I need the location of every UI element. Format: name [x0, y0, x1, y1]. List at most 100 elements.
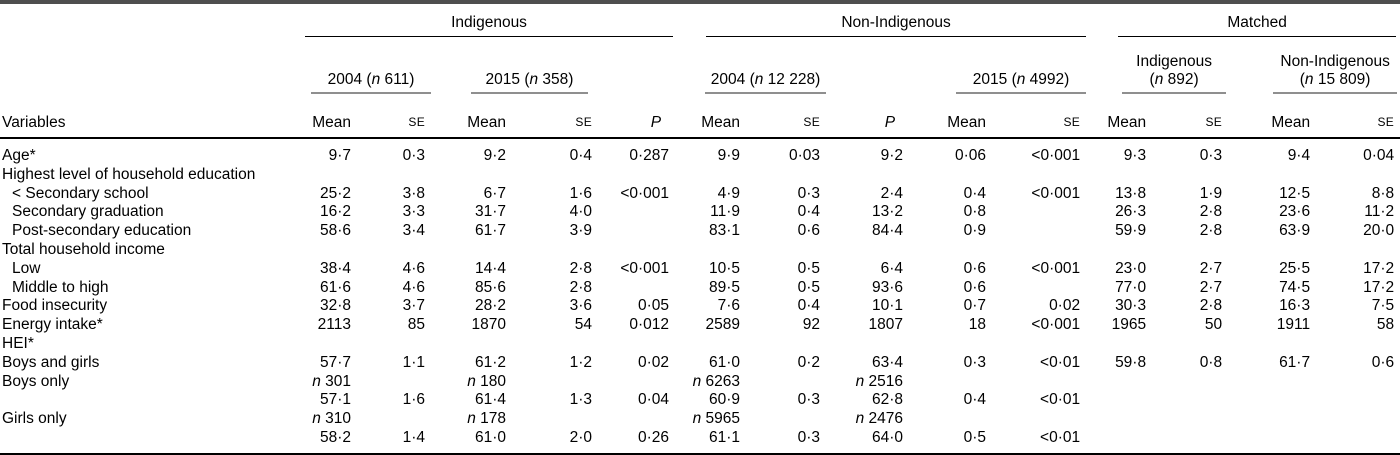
statistics-table: Indigenous Non-Indigenous Matched 2004 (…: [0, 4, 1400, 455]
cell: [1228, 335, 1316, 354]
cell: 8·8: [1371, 184, 1395, 202]
column-header-se: SE: [575, 115, 592, 129]
cell: [1086, 241, 1152, 260]
table-row: Total household income: [0, 241, 1400, 260]
cell: 60·9: [709, 391, 741, 409]
column-header-mean: Mean: [947, 114, 987, 131]
cell: <0·01: [1040, 391, 1081, 409]
row-label: < Secondary school: [12, 184, 149, 202]
cell: [431, 241, 512, 260]
cell: 1·2: [569, 353, 592, 371]
cell: 11·9: [710, 203, 741, 221]
cell: 2·7: [1199, 278, 1223, 296]
table-row: Low 38·4 4·6 14·4 2·8 <0·001 10·5 0·5 6·4 0·6 <0·0…: [0, 260, 1400, 279]
cell: [992, 241, 1086, 260]
cell: [746, 241, 826, 260]
cell: [746, 373, 826, 392]
subheader-matched-non-indigenous-line2: (n 15 809): [1299, 70, 1371, 88]
cell: [1086, 166, 1152, 185]
cell: [1316, 410, 1400, 429]
cell: [512, 373, 598, 392]
cell: 61·6: [319, 278, 351, 296]
cell: 0·3: [797, 184, 821, 202]
cell: [357, 335, 431, 354]
cell: 9·2: [880, 147, 904, 164]
cell: 12·5: [1279, 184, 1311, 202]
table-row: Girls only n 310 n 178 n 5965 n 2476: [0, 410, 1400, 429]
cell: 1·3: [569, 391, 592, 409]
table-row: Food insecurity 32·8 3·7 28·2 3·6 0·05 7·6 0·4 1…: [0, 297, 1400, 316]
cell: 14·4: [474, 259, 506, 277]
cell: [826, 241, 909, 260]
cell: [357, 373, 431, 392]
group-header-row: Indigenous Non-Indigenous Matched: [0, 4, 1400, 37]
cell: 58·6: [319, 222, 351, 240]
cell: 16·2: [319, 203, 351, 221]
cell: n 180: [467, 372, 506, 390]
cell: [598, 241, 675, 260]
subheader-matched-indigenous-line2: (n 892): [1149, 70, 1199, 88]
cell: 9·7: [328, 147, 351, 164]
cell: 0·287: [629, 147, 670, 164]
cell: <0·001: [1031, 259, 1081, 277]
cell: 10·1: [872, 297, 904, 315]
row-label: Low: [12, 259, 41, 277]
column-header-mean: Mean: [1271, 114, 1311, 131]
row-label: Girls only: [2, 410, 67, 428]
row-label: Secondary graduation: [12, 203, 164, 221]
cell: 1870: [471, 316, 506, 334]
cell: 6·4: [880, 259, 904, 277]
cell: [512, 166, 598, 185]
row-label: [0, 429, 295, 454]
cell: 17·2: [1363, 278, 1395, 296]
cell: [1152, 410, 1228, 429]
cell: 2·8: [569, 259, 592, 277]
cell: 0·3: [797, 428, 821, 446]
cell: 0·8: [963, 203, 987, 221]
cell: [512, 410, 598, 429]
cell: 0·04: [638, 391, 670, 409]
subgroup-header-row: 2004 (n 611) 2015 (n 358) 2004 (n 12 228…: [0, 37, 1400, 94]
cell: n 178: [467, 410, 506, 428]
cell: 61·1: [709, 428, 741, 446]
cell: [1152, 429, 1228, 454]
cell: 0·02: [1049, 297, 1081, 315]
cell: [1152, 166, 1228, 185]
group-header-matched: Matched: [1086, 4, 1400, 37]
row-label: Boys and girls: [2, 353, 100, 371]
row-label: Post-secondary education: [12, 222, 192, 240]
cell: [295, 166, 357, 185]
cell: 59·9: [1115, 222, 1147, 240]
cell: [295, 241, 357, 260]
group-header-non-indigenous: Non-Indigenous: [675, 4, 1087, 37]
cell: [746, 166, 826, 185]
cell: 0·4: [797, 297, 821, 315]
cell: 17·2: [1363, 259, 1395, 277]
subheader-matched-non-indigenous: Non-Indigenous (n 15 809): [1228, 37, 1400, 94]
subheader-non-indigenous-2004: 2004 (n 12 228): [675, 37, 827, 94]
cell: 0·3: [797, 391, 821, 409]
cell: [1316, 373, 1400, 392]
cell: n 2516: [855, 372, 904, 390]
cell: [598, 166, 675, 185]
cell: 16·3: [1279, 297, 1311, 315]
cell: 59·8: [1115, 353, 1147, 371]
row-label: Middle to high: [12, 278, 109, 296]
cell: [992, 166, 1086, 185]
cell: 1911: [1276, 316, 1311, 334]
cell: 6·7: [483, 184, 506, 202]
cell: 63·4: [872, 353, 904, 371]
row-label: Energy intake*: [2, 316, 103, 334]
cell: 4·6: [402, 278, 425, 296]
cell: 61·4: [474, 391, 506, 409]
cell: 0·7: [963, 297, 987, 315]
cell: [1152, 335, 1228, 354]
cell: 0·6: [1371, 353, 1395, 371]
table-row: Energy intake* 2113 85 1870 54 0·012 2589 92 180…: [0, 316, 1400, 335]
cell: <0·01: [1040, 353, 1081, 371]
cell: 61·0: [474, 428, 506, 446]
column-header-se: SE: [1205, 115, 1223, 129]
cell: [1228, 429, 1316, 454]
cell: 85: [407, 316, 425, 334]
cell: [1316, 429, 1400, 454]
